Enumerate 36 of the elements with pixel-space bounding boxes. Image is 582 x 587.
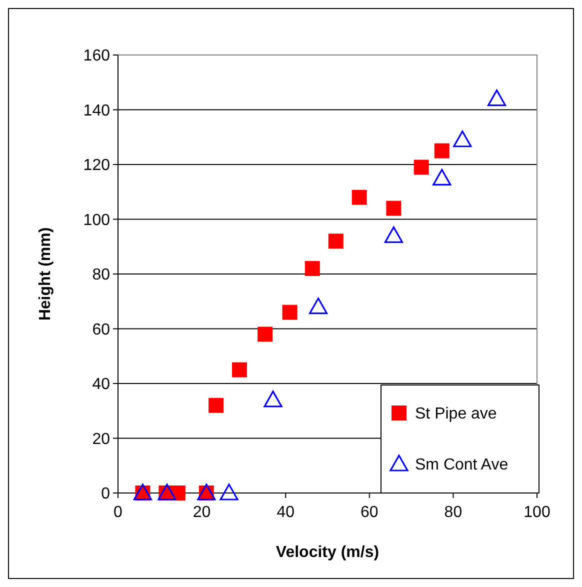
point	[386, 200, 402, 216]
x-tick-label: 0	[114, 504, 123, 521]
y-axis-title: Height (mm)	[37, 227, 54, 321]
point	[487, 90, 506, 106]
point	[328, 234, 344, 249]
point	[282, 304, 298, 320]
y-tick-label: 160	[83, 48, 110, 65]
y-tick-label: 60	[92, 321, 110, 338]
point	[232, 362, 248, 378]
point	[432, 168, 452, 186]
point	[434, 143, 450, 158]
y-tick-label: 100	[83, 212, 110, 229]
point	[258, 326, 273, 342]
point	[264, 390, 282, 408]
point	[308, 298, 328, 314]
point	[220, 484, 238, 500]
y-tick-label: 40	[92, 376, 110, 394]
point	[208, 398, 224, 413]
x-tick-label: 40	[276, 504, 295, 521]
y-tick-label: 140	[83, 102, 110, 120]
point	[453, 130, 472, 148]
point	[384, 226, 403, 243]
point	[352, 190, 367, 205]
y-tick-label: 0	[101, 486, 110, 503]
point	[304, 261, 320, 276]
y-tick-label: 20	[92, 430, 110, 448]
x-tick-label: 100	[524, 504, 550, 521]
x-tick-label: 20	[192, 504, 211, 521]
x-axis-title: Velocity (m/s)	[276, 544, 380, 561]
legend-label: St Pipe ave	[415, 406, 497, 423]
y-tick-label: 80	[92, 266, 110, 284]
legend-label: Sm Cont Ave	[415, 456, 508, 474]
y-tick-label: 120	[83, 157, 110, 174]
x-tick-label: 80	[444, 504, 462, 521]
point	[414, 160, 429, 175]
x-tick-label: 60	[360, 504, 378, 521]
